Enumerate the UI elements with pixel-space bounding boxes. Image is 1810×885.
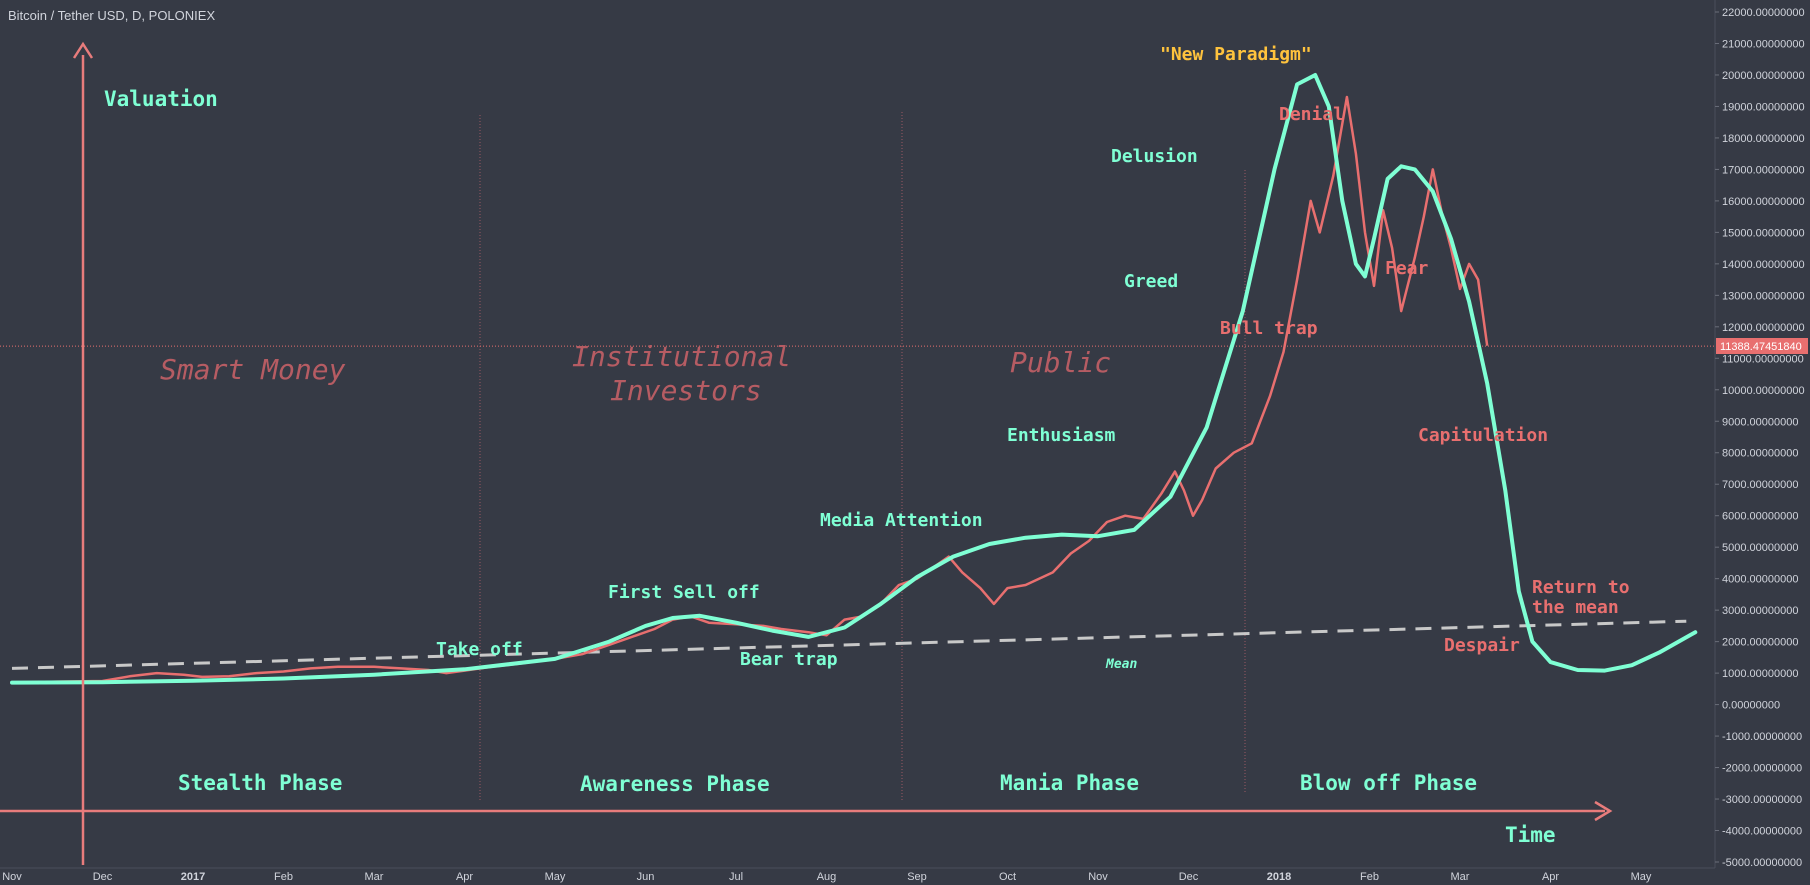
awareness-phase-label: Awareness Phase	[580, 772, 770, 796]
return-to-label-line1: Return to	[1532, 577, 1630, 598]
y-tick-label: 18000.00000000	[1722, 133, 1805, 145]
public-label: Public	[1010, 346, 1111, 379]
institutional-label-line1: Institutional	[572, 340, 791, 373]
new-paradigm-label: "New Paradigm"	[1160, 44, 1312, 65]
y-tick-label: 22000.00000000	[1722, 7, 1805, 19]
y-tick-label: 19000.00000000	[1722, 101, 1805, 113]
y-axis-ticks: 22000.00000000 21000.00000000 20000.000000…	[1715, 7, 1805, 869]
x-tick-label: Apr	[456, 871, 473, 883]
mean-label: Mean	[1105, 657, 1137, 672]
market-cycle-curve	[10, 73, 1698, 685]
y-tick-label: 9000.00000000	[1722, 416, 1798, 428]
bear-trap-label: Bear trap	[740, 649, 838, 670]
x-tick-label: Aug	[817, 871, 837, 883]
x-axis-ticks: Nov Dec 2017 Feb Mar Apr May Jun Jul Aug Sep Oct Nov…	[2, 871, 1652, 883]
y-tick-label: 20000.00000000	[1722, 70, 1805, 82]
x-tick-label: Oct	[999, 871, 1016, 883]
y-tick-label: 4000.00000000	[1722, 574, 1798, 586]
y-tick-label: 7000.00000000	[1722, 479, 1798, 491]
return-to-label-line2: the mean	[1532, 597, 1619, 618]
y-tick-label: 16000.00000000	[1722, 196, 1805, 208]
blow-off-phase-label: Blow off Phase	[1300, 771, 1477, 795]
y-tick-label: 8000.00000000	[1722, 448, 1798, 460]
fear-label: Fear	[1385, 258, 1429, 279]
x-tick-label: May	[545, 871, 566, 883]
y-tick-label: -5000.00000000	[1722, 857, 1802, 869]
x-tick-label: Jul	[729, 871, 743, 883]
last-price-value: 11388.47451840	[1720, 341, 1802, 353]
time-axis-label: Time	[1505, 823, 1556, 847]
x-tick-label: Feb	[1360, 871, 1379, 883]
x-tick-label: May	[1631, 871, 1652, 883]
x-tick-label: Mar	[365, 871, 384, 883]
y-tick-label: 15000.00000000	[1722, 227, 1805, 239]
last-price-badge	[1716, 338, 1808, 354]
x-tick-label: 2018	[1267, 871, 1291, 883]
y-tick-label: 14000.00000000	[1722, 259, 1805, 271]
y-tick-label: 5000.00000000	[1722, 542, 1798, 554]
take-off-label: Take off	[436, 639, 523, 660]
capitulation-label: Capitulation	[1418, 425, 1548, 446]
y-tick-label: 12000.00000000	[1722, 322, 1805, 334]
y-tick-label: 11000.00000000	[1722, 353, 1804, 365]
bull-trap-label: Bull trap	[1220, 318, 1318, 339]
y-tick-label: 3000.00000000	[1722, 605, 1798, 617]
x-tick-label: Dec	[93, 871, 113, 883]
y-tick-label: 17000.00000000	[1722, 164, 1805, 176]
y-tick-label: 2000.00000000	[1722, 637, 1798, 649]
x-tick-label: Sep	[907, 871, 927, 883]
y-tick-label: 10000.00000000	[1722, 385, 1805, 397]
x-tick-label: Mar	[1451, 871, 1470, 883]
delusion-label: Delusion	[1111, 146, 1198, 167]
y-tick-label: 0.00000000	[1722, 700, 1780, 712]
despair-label: Despair	[1444, 635, 1520, 656]
y-tick-label: 6000.00000000	[1722, 511, 1798, 523]
symbol-label: Bitcoin / Tether USD, D, POLONIEX	[8, 8, 215, 23]
smart-money-label: Smart Money	[160, 353, 346, 386]
y-tick-label: -1000.00000000	[1722, 731, 1802, 743]
y-tick-label: 1000.00000000	[1722, 668, 1798, 680]
first-sell-off-label: First Sell off	[608, 582, 760, 603]
y-tick-label: -2000.00000000	[1722, 763, 1802, 775]
x-tick-label: Nov	[1088, 871, 1108, 883]
time-arrowhead-icon	[1594, 800, 1613, 822]
x-tick-label: Dec	[1179, 871, 1199, 883]
price-series-line	[11, 95, 1489, 684]
valuation-arrowhead-icon	[72, 41, 94, 59]
institutional-label-line2: Investors	[610, 374, 762, 407]
greed-label: Greed	[1124, 271, 1178, 292]
stealth-phase-label: Stealth Phase	[178, 771, 342, 795]
x-tick-label: Apr	[1542, 871, 1559, 883]
mania-phase-label: Mania Phase	[1000, 771, 1139, 795]
mean-line	[11, 619, 1687, 670]
y-tick-label: 21000.00000000	[1722, 38, 1805, 50]
enthusiasm-label: Enthusiasm	[1007, 425, 1116, 446]
x-tick-label: 2017	[181, 871, 205, 883]
y-tick-label: -3000.00000000	[1722, 794, 1802, 806]
y-tick-label: -4000.00000000	[1722, 826, 1802, 838]
media-attention-label: Media Attention	[820, 510, 983, 531]
x-tick-label: Feb	[274, 871, 293, 883]
valuation-axis-label: Valuation	[104, 87, 218, 111]
y-tick-label: 13000.00000000	[1722, 290, 1805, 302]
x-tick-label: Nov	[2, 871, 22, 883]
x-tick-label: Jun	[637, 871, 655, 883]
denial-label: Denial	[1279, 104, 1344, 125]
